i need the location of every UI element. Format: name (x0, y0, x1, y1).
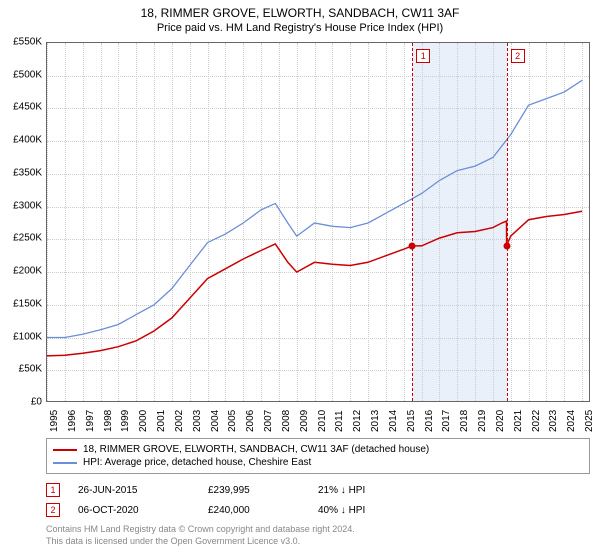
ytick-label: £150K (2, 298, 42, 309)
xtick-label: 2021 (513, 410, 524, 432)
series-line-property (47, 211, 582, 356)
sale-marker-2: 2 (46, 503, 60, 517)
sale-diff: 21% ↓ HPI (318, 485, 428, 496)
legend-item-hpi: HPI: Average price, detached house, Ches… (53, 456, 583, 469)
sales-table: 1 26-JUN-2015 £239,995 21% ↓ HPI 2 06-OC… (46, 480, 590, 520)
legend: 18, RIMMER GROVE, ELWORTH, SANDBACH, CW1… (46, 438, 590, 474)
xtick-label: 2023 (548, 410, 559, 432)
sale-marker-box: 2 (511, 49, 525, 63)
xtick-label: 2003 (192, 410, 203, 432)
legend-label-property: 18, RIMMER GROVE, ELWORTH, SANDBACH, CW1… (83, 444, 429, 455)
sale-date: 26-JUN-2015 (78, 485, 208, 496)
xtick-label: 2010 (317, 410, 328, 432)
sale-dot (409, 242, 416, 249)
chart-title: 18, RIMMER GROVE, ELWORTH, SANDBACH, CW1… (0, 0, 600, 20)
sale-price: £240,000 (208, 505, 318, 516)
chart-subtitle: Price paid vs. HM Land Registry's House … (0, 20, 600, 40)
chart-container: 18, RIMMER GROVE, ELWORTH, SANDBACH, CW1… (0, 0, 600, 560)
ytick-label: £50K (2, 364, 42, 375)
xtick-label: 1996 (67, 410, 78, 432)
sales-row: 1 26-JUN-2015 £239,995 21% ↓ HPI (46, 480, 590, 500)
ytick-label: £450K (2, 102, 42, 113)
xtick-label: 2022 (531, 410, 542, 432)
chart-lines (47, 43, 589, 401)
xtick-label: 2017 (441, 410, 452, 432)
ytick-label: £350K (2, 167, 42, 178)
xtick-label: 2012 (352, 410, 363, 432)
xtick-label: 2014 (388, 410, 399, 432)
xtick-label: 2025 (584, 410, 595, 432)
xtick-label: 2018 (459, 410, 470, 432)
ytick-label: £400K (2, 135, 42, 146)
sale-marker-box: 1 (416, 49, 430, 63)
series-line-hpi (47, 80, 582, 337)
xtick-label: 2002 (174, 410, 185, 432)
sale-date: 06-OCT-2020 (78, 505, 208, 516)
sale-line (412, 43, 413, 401)
legend-label-hpi: HPI: Average price, detached house, Ches… (83, 457, 311, 468)
xtick-label: 2007 (263, 410, 274, 432)
xtick-label: 1997 (85, 410, 96, 432)
xtick-label: 1998 (103, 410, 114, 432)
xtick-label: 2001 (156, 410, 167, 432)
sale-dot (503, 242, 510, 249)
ytick-label: £100K (2, 331, 42, 342)
plot-area: 12 (46, 42, 590, 402)
sale-diff: 40% ↓ HPI (318, 505, 428, 516)
ytick-label: £550K (2, 37, 42, 48)
xtick-label: 2024 (566, 410, 577, 432)
xtick-label: 1995 (49, 410, 60, 432)
ytick-label: £300K (2, 200, 42, 211)
xtick-label: 2013 (370, 410, 381, 432)
ytick-label: £200K (2, 266, 42, 277)
legend-swatch-hpi (53, 462, 77, 464)
sales-row: 2 06-OCT-2020 £240,000 40% ↓ HPI (46, 500, 590, 520)
sale-marker-1: 1 (46, 483, 60, 497)
xtick-label: 1999 (120, 410, 131, 432)
xtick-label: 2005 (227, 410, 238, 432)
xtick-label: 2004 (210, 410, 221, 432)
xtick-label: 2020 (495, 410, 506, 432)
sale-price: £239,995 (208, 485, 318, 496)
ytick-label: £0 (2, 397, 42, 408)
sale-line (507, 43, 508, 401)
xtick-label: 2011 (334, 410, 345, 432)
legend-swatch-property (53, 449, 77, 451)
footer-line-1: Contains HM Land Registry data © Crown c… (46, 524, 590, 536)
xtick-label: 2000 (138, 410, 149, 432)
xtick-label: 2006 (245, 410, 256, 432)
xtick-label: 2015 (406, 410, 417, 432)
xtick-label: 2009 (299, 410, 310, 432)
footer-line-2: This data is licensed under the Open Gov… (46, 536, 590, 548)
footer-attribution: Contains HM Land Registry data © Crown c… (46, 524, 590, 547)
xtick-label: 2019 (477, 410, 488, 432)
ytick-label: £250K (2, 233, 42, 244)
xtick-label: 2016 (424, 410, 435, 432)
legend-item-property: 18, RIMMER GROVE, ELWORTH, SANDBACH, CW1… (53, 443, 583, 456)
xtick-label: 2008 (281, 410, 292, 432)
ytick-label: £500K (2, 69, 42, 80)
